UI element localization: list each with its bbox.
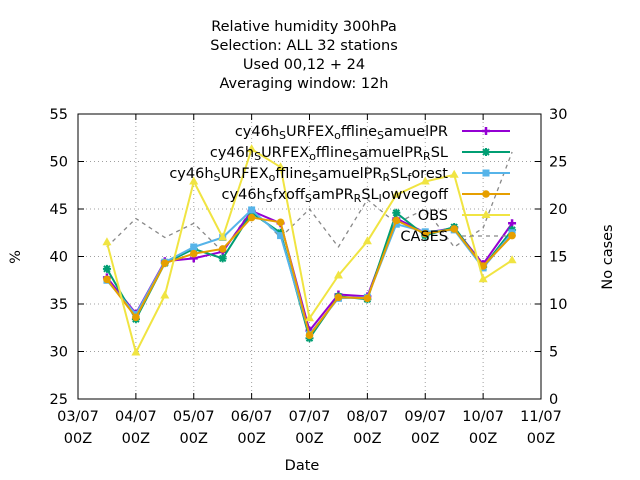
- data-point: [392, 216, 401, 225]
- data-point: [478, 274, 488, 283]
- data-point: [102, 264, 111, 273]
- y-tick-label: 50: [50, 155, 68, 171]
- legend-marker: [482, 127, 490, 135]
- y-tick-label: 40: [50, 250, 68, 266]
- axes: 03/07 00Z 04/07 00Z 05/07 00Z 06/07 00Z 07/07 00Z…: [50, 107, 568, 447]
- data-point: [160, 290, 170, 299]
- data-point: [218, 254, 227, 263]
- data-point: [333, 270, 343, 279]
- y2-tick-label: 0: [549, 392, 558, 408]
- data-point: [305, 331, 314, 340]
- data-point: [103, 275, 111, 284]
- data-point: [131, 347, 141, 356]
- data-point: [305, 313, 314, 322]
- y-tick-label: 45: [50, 202, 68, 218]
- x-tick-label: 00Z: [353, 431, 381, 447]
- title-line: Relative humidity 300hPa: [211, 19, 397, 35]
- legend-marker: [482, 190, 490, 198]
- chart-title: Relative humidity 300hPa Selection: ALL 3…: [210, 19, 398, 92]
- data-point: [421, 229, 430, 238]
- y2-axis-label: No cases: [600, 224, 616, 289]
- legend: cy46hSURFEXofflineSamuelPR cy46hSURFEXoff…: [169, 124, 510, 245]
- legend-label: cy46hSURFEXofflineSamuelPRRSLforest: [169, 166, 448, 184]
- data-point: [449, 169, 459, 178]
- data-point: [161, 259, 169, 267]
- data-point: [132, 313, 140, 322]
- legend-marker: [481, 210, 491, 218]
- data-point: [276, 218, 285, 227]
- y2-tick-label: 20: [549, 202, 567, 218]
- legend-marker: [482, 169, 490, 177]
- legend-label: OBS: [418, 208, 448, 224]
- x-tick-label: 07/07: [289, 409, 331, 425]
- data-point: [479, 262, 487, 270]
- x-tick-label: 00Z: [64, 431, 92, 447]
- y-tick-label: 55: [50, 107, 68, 123]
- data-point: [189, 176, 199, 185]
- series-line: [106, 151, 513, 253]
- x-tick-label: 04/07: [115, 409, 157, 425]
- title-line: Selection: ALL 32 stations: [210, 38, 398, 54]
- y2-tick-label: 30: [549, 107, 567, 123]
- data-point: [277, 232, 285, 240]
- data-point: [218, 232, 228, 241]
- data-point: [450, 225, 458, 233]
- y-tick-label: 35: [50, 297, 68, 313]
- x-tick-label: 00Z: [411, 431, 439, 447]
- data-point: [391, 189, 401, 198]
- x-tick-label: 00Z: [122, 431, 150, 447]
- data-point: [508, 231, 516, 240]
- legend-label: cy46hSURFEXofflineSamuelPRRSL: [210, 145, 448, 163]
- series-layer: [102, 144, 517, 356]
- title-line: Used 00,12 + 24: [243, 57, 365, 73]
- legend-label: cy46hSURFEXofflineSamuelPR: [235, 124, 448, 142]
- y2-tick-label: 5: [549, 345, 558, 361]
- x-tick-label: 09/07: [404, 409, 446, 425]
- data-point: [247, 213, 256, 222]
- data-point: [102, 237, 112, 246]
- data-point: [189, 249, 198, 258]
- legend-marker: [482, 148, 490, 156]
- series-4: [102, 144, 517, 356]
- x-tick-label: 03/07: [57, 409, 99, 425]
- x-tick-label: 00Z: [469, 431, 497, 447]
- data-point: [392, 208, 401, 217]
- y2-tick-label: 25: [549, 155, 567, 171]
- data-point: [420, 176, 430, 185]
- x-tick-label: 00Z: [295, 431, 323, 447]
- x-tick-label: 08/07: [346, 409, 388, 425]
- legend-label: CASES: [400, 229, 448, 245]
- data-point: [218, 245, 227, 253]
- y2-tick-label: 10: [549, 297, 567, 313]
- x-tick-label: 06/07: [231, 409, 273, 425]
- data-point: [248, 206, 256, 214]
- series-5: [106, 151, 513, 253]
- x-tick-label: 00Z: [527, 431, 555, 447]
- data-point: [392, 220, 400, 228]
- x-tick-label: 11/07: [520, 409, 562, 425]
- y-tick-label: 30: [50, 345, 68, 361]
- x-tick-label: 00Z: [237, 431, 265, 447]
- y2-tick-label: 15: [549, 250, 567, 266]
- legend-label: cy46hSfxoffSamPRRSLlowvegoff: [222, 187, 449, 205]
- y-axis-label: %: [8, 250, 24, 264]
- data-point: [190, 243, 198, 251]
- data-point: [363, 294, 372, 303]
- x-tick-label: 00Z: [180, 431, 208, 447]
- title-line: Averaging window: 12h: [219, 76, 388, 92]
- x-tick-label: 05/07: [173, 409, 215, 425]
- data-point: [507, 255, 517, 264]
- data-point: [362, 236, 372, 245]
- y-tick-label: 25: [50, 392, 68, 408]
- data-point: [334, 293, 343, 302]
- data-point: [247, 144, 257, 153]
- x-tick-label: 10/07: [462, 409, 504, 425]
- data-point: [276, 162, 286, 171]
- x-axis-label: Date: [285, 458, 320, 474]
